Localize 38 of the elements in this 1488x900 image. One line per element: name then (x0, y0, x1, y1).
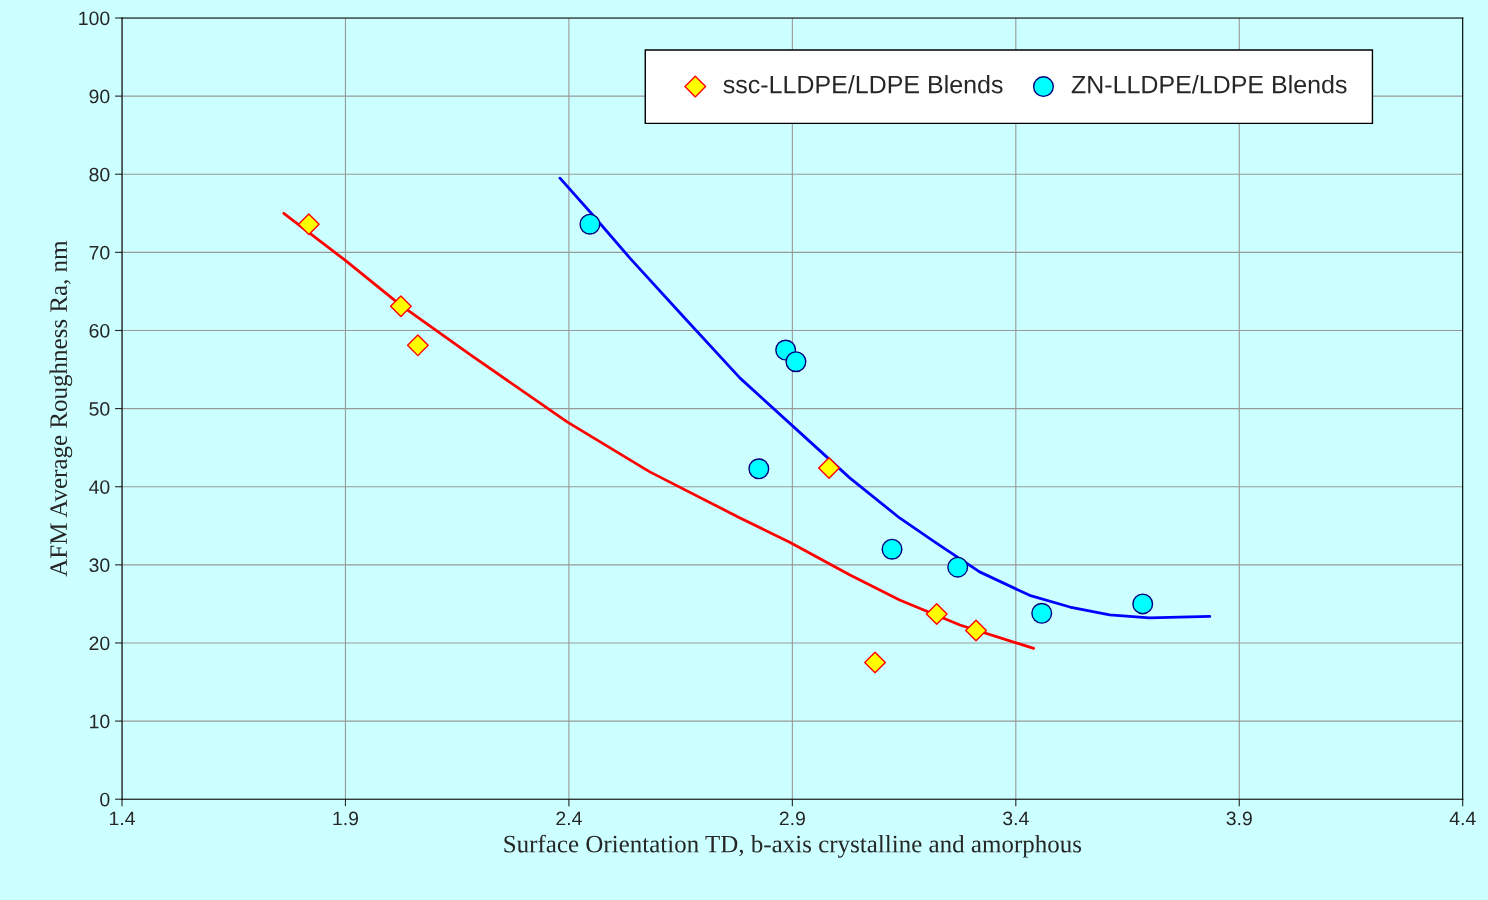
legend-label: ZN-LLDPE/LDPE Blends (1071, 75, 1347, 94)
legend-label: ssc-LLDPE/LDPE Blends (723, 75, 1003, 94)
point (947, 556, 969, 578)
x-tick-label: 1.4 (109, 811, 135, 826)
x-tick-label: 2.9 (779, 811, 805, 826)
x-tick-label: 4.4 (1449, 811, 1476, 826)
x-tick-label: 1.9 (333, 811, 359, 826)
y-tick-label: 60 (89, 323, 110, 338)
y-tick-label: 0 (100, 792, 110, 807)
point (864, 651, 887, 674)
y-tick-label: 80 (89, 167, 110, 182)
point (1132, 593, 1154, 615)
x-tick-label: 3.9 (1226, 811, 1252, 826)
point (1031, 602, 1053, 624)
point (389, 295, 412, 318)
x-tick-label: 2.4 (556, 811, 582, 826)
line-series (282, 211, 1036, 650)
point (579, 213, 601, 235)
x-axis-title: Surface Orientation TD, b-axis crystalline and amorphous (504, 834, 1082, 858)
y-tick-label: 90 (89, 89, 110, 104)
line-series (558, 176, 1212, 620)
y-axis-title: AFM Average Roughness Ra, nm (49, 240, 73, 577)
point (748, 458, 770, 480)
point (297, 213, 320, 236)
x-tick-label: 3.4 (1003, 811, 1029, 826)
point (881, 538, 903, 560)
y-tick-label: 70 (89, 245, 110, 260)
y-tick-label: 50 (89, 402, 110, 416)
point (818, 456, 841, 479)
point (406, 334, 429, 357)
y-tick-label: 100 (79, 11, 110, 26)
point (785, 351, 807, 373)
y-tick-label: 30 (89, 558, 110, 573)
y-tick-label: 20 (89, 636, 110, 651)
y-tick-label: 10 (90, 714, 110, 729)
point (965, 619, 988, 642)
y-tick-label: 40 (89, 480, 110, 494)
point (925, 603, 948, 626)
